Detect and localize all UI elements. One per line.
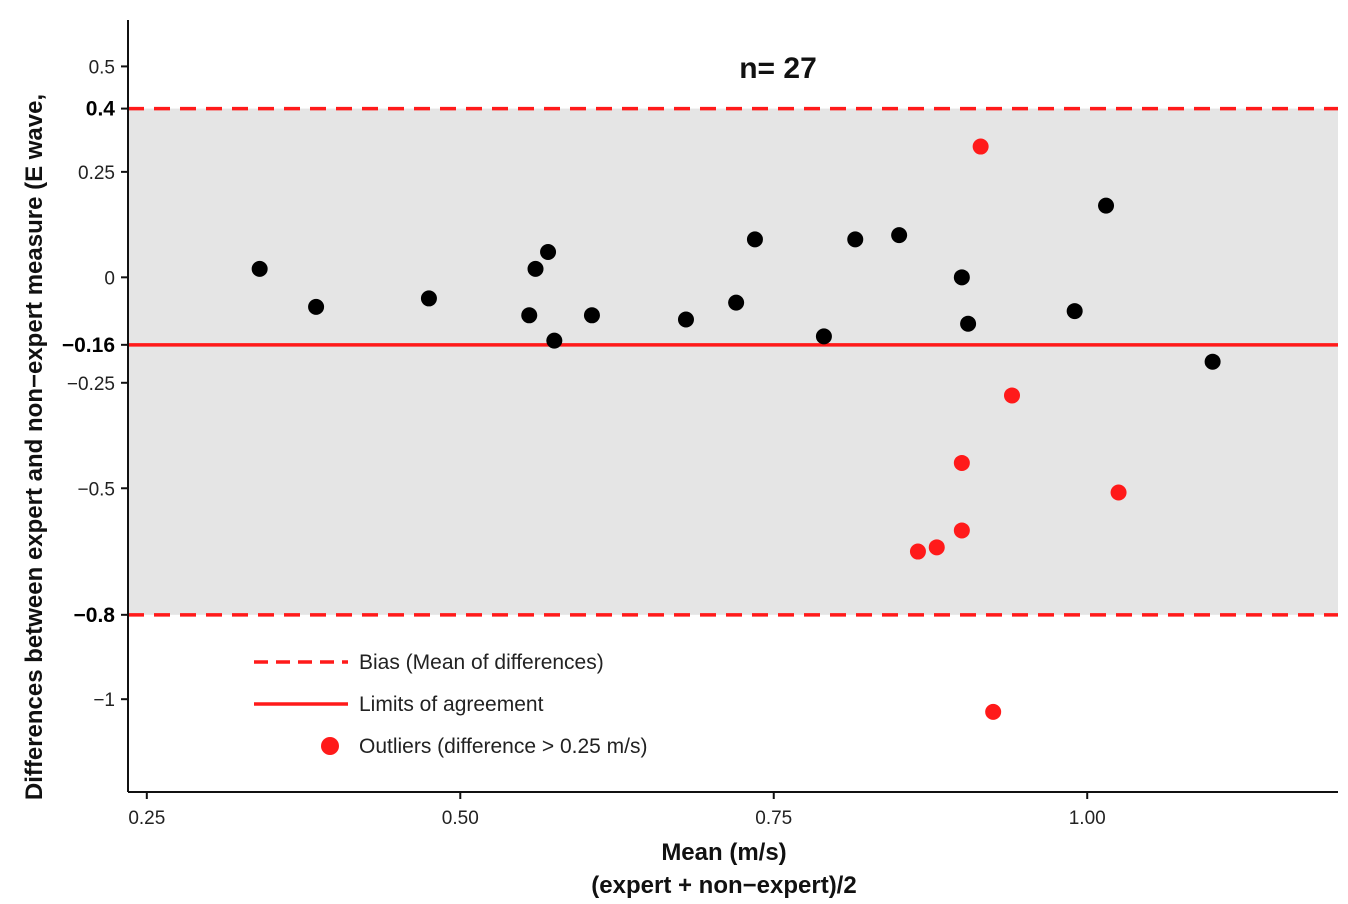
data-point-s0-11 xyxy=(815,328,832,345)
data-point-s0-9 xyxy=(728,294,745,311)
data-point-s0-15 xyxy=(960,315,977,332)
data-points-layer xyxy=(251,138,1221,720)
data-point-s0-14 xyxy=(953,269,970,286)
y-tick-label-0: 0.5 xyxy=(89,57,115,78)
data-point-s0-4 xyxy=(527,260,544,277)
data-point-s0-6 xyxy=(546,332,563,349)
data-point-s0-13 xyxy=(891,227,908,244)
data-point-s1-2 xyxy=(953,454,970,471)
data-point-s0-3 xyxy=(521,307,538,324)
y-tick-label-4: −0.16 xyxy=(62,334,115,357)
axes-layer xyxy=(121,20,1338,799)
data-point-s1-7 xyxy=(985,703,1002,720)
data-point-s0-10 xyxy=(746,231,763,248)
data-point-s1-3 xyxy=(1110,484,1127,501)
data-point-s1-1 xyxy=(1003,387,1020,404)
data-point-s0-16 xyxy=(1066,303,1083,320)
x-axis-title: Mean (m/s) xyxy=(661,839,786,866)
y-axis-title: Differences between expert and non−exper… xyxy=(21,94,48,800)
tick-labels-layer: 0.25 0.50 0.75 1.00 0.5 0.4 0.25 0 −0.16 −0.25 −0.… xyxy=(62,57,1106,829)
y-tick-label-6: −0.5 xyxy=(77,479,115,500)
data-point-s0-1 xyxy=(308,298,325,315)
y-tick-label-5: −0.25 xyxy=(67,374,115,395)
data-point-s0-5 xyxy=(540,244,557,261)
y-tick-label-1: 0.4 xyxy=(86,98,116,121)
data-point-s1-0 xyxy=(972,138,989,155)
chart-title: n= 27 xyxy=(739,52,817,85)
data-point-s0-2 xyxy=(420,290,437,307)
data-point-s0-12 xyxy=(847,231,864,248)
legend-label-1: Limits of agreement xyxy=(359,693,544,716)
x-tick-label-1: 0.50 xyxy=(442,808,479,829)
x-tick-label-3: 1.00 xyxy=(1069,808,1106,829)
data-point-s1-4 xyxy=(953,522,970,539)
legend-label-2: Outliers (difference > 0.25 m/s) xyxy=(359,735,647,758)
x-axis-subtitle: (expert + non−expert)/2 xyxy=(591,872,856,899)
y-tick-label-8: −1 xyxy=(93,690,115,711)
data-point-s0-18 xyxy=(1204,353,1221,370)
x-tick-label-0: 0.25 xyxy=(128,808,165,829)
legend-point-swatch xyxy=(321,737,339,755)
agreement-band xyxy=(128,108,1338,615)
y-tick-label-7: −0.8 xyxy=(74,604,116,627)
reference-lines-layer xyxy=(128,106,1338,617)
y-tick-label-3: 0 xyxy=(104,268,115,289)
legend-label-0: Bias (Mean of differences) xyxy=(359,651,604,674)
data-point-s1-6 xyxy=(909,543,926,560)
data-point-s1-5 xyxy=(928,539,945,556)
data-point-s0-8 xyxy=(677,311,694,328)
y-tick-label-2: 0.25 xyxy=(78,163,115,184)
x-tick-label-2: 0.75 xyxy=(755,808,792,829)
legend: Bias (Mean of differences) Limits of agre… xyxy=(254,651,647,758)
agreement-band-layer xyxy=(128,108,1338,615)
data-point-s0-0 xyxy=(251,260,268,277)
data-point-s0-17 xyxy=(1098,197,1115,214)
data-point-s0-7 xyxy=(583,307,600,324)
